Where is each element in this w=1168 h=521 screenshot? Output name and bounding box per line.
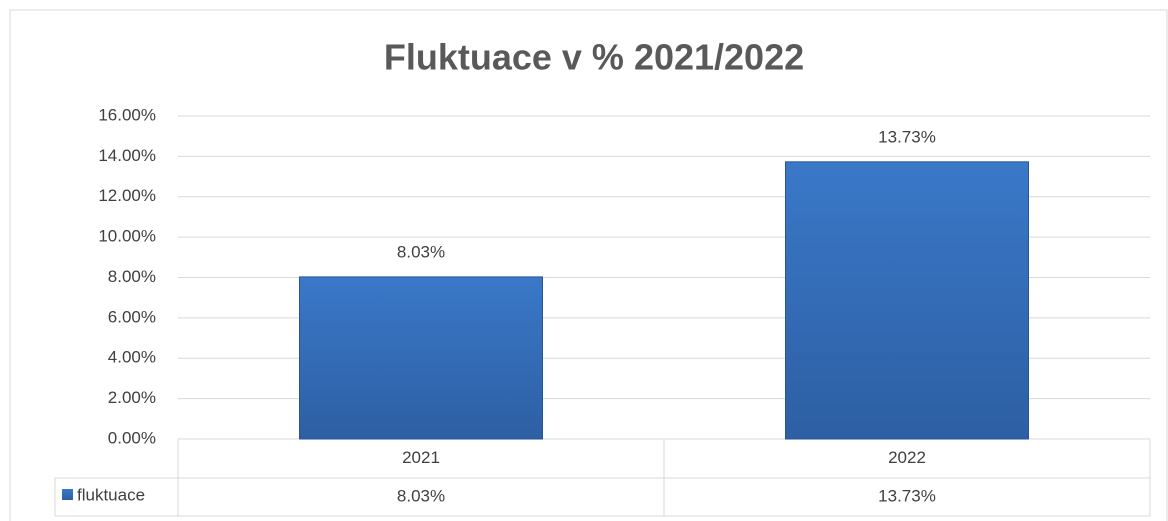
x-tick-label: 2021 <box>402 448 440 467</box>
chart-title: Fluktuace v % 2021/2022 <box>384 37 804 78</box>
y-tick-label: 14.00% <box>98 146 156 165</box>
y-tick-label: 12.00% <box>98 186 156 205</box>
y-tick-label: 6.00% <box>108 307 156 326</box>
y-tick-label: 2.00% <box>108 388 156 407</box>
bar <box>299 276 543 440</box>
legend-label: fluktuace <box>77 485 145 504</box>
legend-key <box>62 489 73 500</box>
table-value: 8.03% <box>397 486 445 505</box>
y-tick-label: 10.00% <box>98 227 156 246</box>
x-tick-label: 2022 <box>888 448 926 467</box>
y-tick-label: 4.00% <box>108 348 156 367</box>
data-label: 8.03% <box>397 242 445 261</box>
y-tick-label: 0.00% <box>108 428 156 447</box>
data-label: 13.73% <box>878 127 936 146</box>
y-tick-label: 16.00% <box>98 105 156 124</box>
y-tick-label: 8.00% <box>108 267 156 286</box>
table-value: 13.73% <box>878 486 936 505</box>
bar <box>785 161 1029 440</box>
